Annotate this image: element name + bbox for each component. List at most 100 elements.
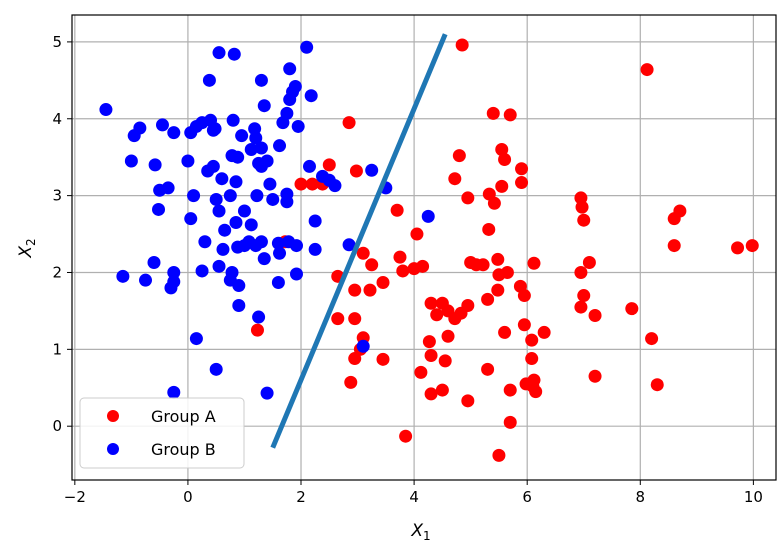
group-a-point xyxy=(625,302,639,316)
group-a-point xyxy=(574,300,588,314)
group-b-point xyxy=(202,73,216,87)
group-b-point xyxy=(229,175,243,189)
group-a-point xyxy=(441,329,455,343)
group-b-point xyxy=(187,189,201,203)
group-a-point xyxy=(575,200,589,214)
group-a-point xyxy=(503,383,517,397)
group-b-point xyxy=(328,179,342,193)
group-a-point xyxy=(435,383,449,397)
group-a-point xyxy=(331,312,345,326)
x-tick-label: −2 xyxy=(64,488,86,506)
group-b-point xyxy=(260,386,274,400)
group-b-point xyxy=(235,129,249,143)
x-axis-label: X1 xyxy=(410,521,430,543)
y-axis-label: X2 xyxy=(16,238,38,258)
y-tick-label: 3 xyxy=(52,187,62,205)
group-b-point xyxy=(99,103,113,117)
group-b-point xyxy=(237,204,251,218)
group-a-point xyxy=(305,177,319,191)
group-a-point xyxy=(650,378,664,392)
group-a-point xyxy=(529,385,543,399)
group-a-point xyxy=(745,239,759,253)
group-a-point xyxy=(588,309,602,323)
group-b-point xyxy=(225,149,239,163)
group-b-point xyxy=(273,139,287,153)
group-a-point xyxy=(390,203,404,217)
group-b-point xyxy=(283,62,297,76)
x-tick-label: 6 xyxy=(522,488,532,506)
group-b-point xyxy=(276,116,290,130)
group-b-point xyxy=(271,236,285,250)
group-a-point xyxy=(250,323,264,337)
group-a-point xyxy=(430,308,444,322)
legend-marker-group-a xyxy=(107,410,119,422)
group-b-point xyxy=(195,264,209,278)
group-b-point xyxy=(147,255,161,269)
group-b-point xyxy=(212,46,226,60)
group-a-point xyxy=(492,268,506,282)
group-b-point xyxy=(209,192,223,206)
ticks: −2 0 2 4 6 8 10 0 1 2 3 4 5 xyxy=(52,33,762,506)
decision-boundary-line xyxy=(270,33,448,449)
x-tick-label: 10 xyxy=(744,488,763,506)
group-a-point xyxy=(487,196,501,210)
legend-box xyxy=(79,397,245,469)
group-a-point xyxy=(577,289,591,303)
group-a-point xyxy=(519,377,533,391)
group-a-point xyxy=(365,258,379,272)
group-a-point xyxy=(491,283,505,297)
group-b-point xyxy=(181,154,195,168)
legend: Group A Group B xyxy=(79,397,245,469)
group-b-point xyxy=(289,239,303,253)
group-a-point xyxy=(667,239,681,253)
y-tick-label: 5 xyxy=(52,33,62,51)
group-b-point xyxy=(209,362,223,376)
group-b-point xyxy=(289,267,303,281)
group-a-point xyxy=(498,152,512,166)
group-a-point xyxy=(344,375,358,389)
group-b-point xyxy=(254,73,268,87)
group-a-point xyxy=(461,394,475,408)
group-a-point xyxy=(363,283,377,297)
group-a-point xyxy=(491,252,505,266)
group-b-point xyxy=(206,123,220,137)
group-a-point xyxy=(342,116,356,130)
group-a-point xyxy=(393,250,407,264)
group-b-point xyxy=(244,218,258,232)
group-a-point xyxy=(482,222,496,236)
group-b-point xyxy=(127,129,141,143)
group-a-point xyxy=(348,283,362,297)
group-a-point xyxy=(481,362,495,376)
group-a-point xyxy=(515,176,529,190)
group-b-point xyxy=(232,279,246,293)
group-b-point xyxy=(244,143,258,157)
group-a-point xyxy=(461,191,475,205)
legend-label-group-b: Group B xyxy=(151,440,216,459)
group-a-point xyxy=(640,63,654,77)
y-tick-label: 1 xyxy=(52,340,62,358)
group-a-point xyxy=(424,296,438,310)
group-a-point xyxy=(515,162,529,176)
group-b-point xyxy=(280,195,294,209)
group-a-point xyxy=(322,158,336,172)
group-a-point xyxy=(422,335,436,349)
x-tick-label: 0 xyxy=(183,488,193,506)
group-b-point xyxy=(201,164,215,178)
group-a-point xyxy=(455,38,469,52)
group-b-point xyxy=(252,310,266,324)
group-a-point xyxy=(376,352,390,366)
y-tick-label: 2 xyxy=(52,263,62,281)
group-b-point xyxy=(215,172,229,186)
group-a-point xyxy=(731,241,745,255)
group-b-point xyxy=(148,158,162,172)
group-b-point xyxy=(271,275,285,289)
legend-label-group-a: Group A xyxy=(151,407,216,426)
y-tick-label: 4 xyxy=(52,110,62,128)
y-tick-label: 0 xyxy=(52,417,62,435)
group-a-point xyxy=(454,306,468,320)
x-tick-label: 8 xyxy=(636,488,646,506)
group-a-point xyxy=(645,332,659,346)
group-b-point xyxy=(198,235,212,249)
group-b-point xyxy=(152,202,166,216)
group-a-point xyxy=(525,333,539,347)
